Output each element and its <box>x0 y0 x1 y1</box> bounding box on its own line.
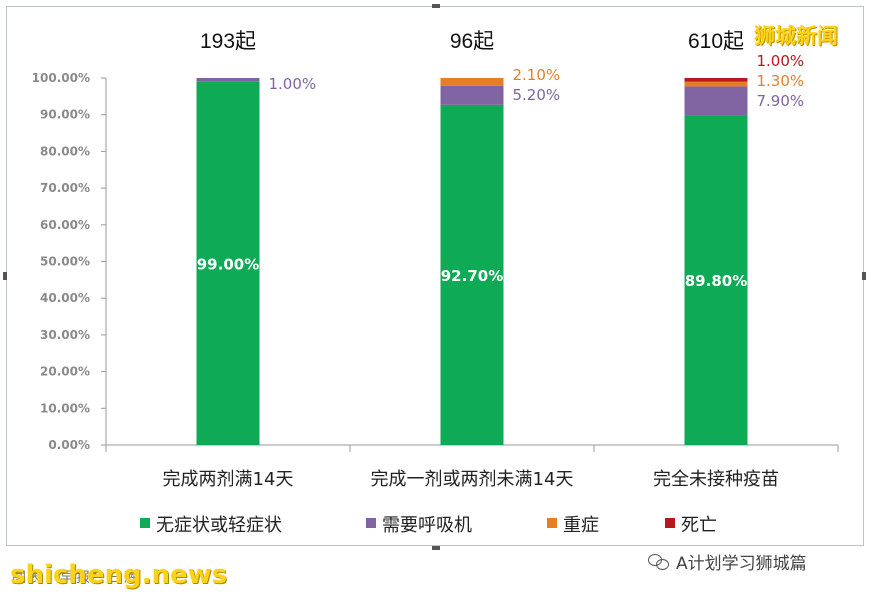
watermark-top: 狮城新闻 <box>754 24 838 48</box>
data-label: 5.20% <box>513 86 561 104</box>
data-label: 2.10% <box>513 66 561 84</box>
data-label: 7.90% <box>757 92 805 110</box>
bar-segment <box>196 81 260 446</box>
source-text: 图表：早报：日辉 <box>12 570 140 586</box>
legend-swatch <box>665 518 675 528</box>
wechat-account: A计划学习狮城篇 <box>648 549 807 574</box>
y-tick-label: 90.00% <box>40 108 90 122</box>
bar-segment <box>684 115 748 446</box>
category-total-label: 610起 <box>688 30 744 53</box>
data-label: 92.70% <box>441 267 503 285</box>
category-total-label: 96起 <box>450 30 494 53</box>
y-tick-label: 60.00% <box>40 218 90 232</box>
resize-handle-right[interactable] <box>862 272 866 280</box>
bar-segment <box>196 78 260 82</box>
resize-handle-bottom[interactable] <box>432 546 440 550</box>
data-label: 99.00% <box>197 255 259 273</box>
resize-handle-top[interactable] <box>432 4 440 8</box>
resize-handle-left[interactable] <box>3 272 7 280</box>
y-tick-label: 40.00% <box>40 291 90 305</box>
category-total-label: 193起 <box>200 30 256 53</box>
legend-swatch <box>547 518 557 528</box>
data-label: 89.80% <box>685 272 747 290</box>
y-tick-label: 100.00% <box>32 71 90 85</box>
y-tick-label: 50.00% <box>40 255 90 269</box>
legend-swatch <box>366 518 376 528</box>
bar-segment <box>684 78 748 82</box>
y-tick-label: 70.00% <box>40 181 90 195</box>
wechat-icon <box>648 553 670 571</box>
legend-label: 重症 <box>563 515 599 536</box>
y-tick-label: 30.00% <box>40 328 90 342</box>
bar-segment <box>440 104 504 445</box>
y-tick-label: 0.00% <box>48 438 90 452</box>
bar-segment <box>440 78 504 86</box>
bar-segment <box>684 86 748 116</box>
x-tick-label: 完全未接种疫苗 <box>653 469 779 490</box>
account-name: A计划学习狮城篇 <box>676 554 807 574</box>
watermark-bottom: shicheng.news <box>10 560 228 590</box>
bar-segment <box>440 85 504 105</box>
y-tick-label: 10.00% <box>40 401 90 415</box>
data-label: 1.00% <box>269 75 317 93</box>
x-tick-label: 完成两剂满14天 <box>163 469 294 490</box>
data-label: 1.30% <box>757 72 805 90</box>
data-label: 1.00% <box>757 52 805 70</box>
legend-swatch <box>140 518 150 528</box>
y-tick-label: 80.00% <box>40 144 90 158</box>
bar-segment <box>684 81 748 87</box>
legend-label: 死亡 <box>681 515 717 536</box>
legend-label: 无症状或轻症状 <box>156 515 282 536</box>
x-tick-label: 完成一剂或两剂未满14天 <box>371 469 574 490</box>
legend-label: 需要呼吸机 <box>382 515 472 536</box>
y-tick-label: 20.00% <box>40 365 90 379</box>
